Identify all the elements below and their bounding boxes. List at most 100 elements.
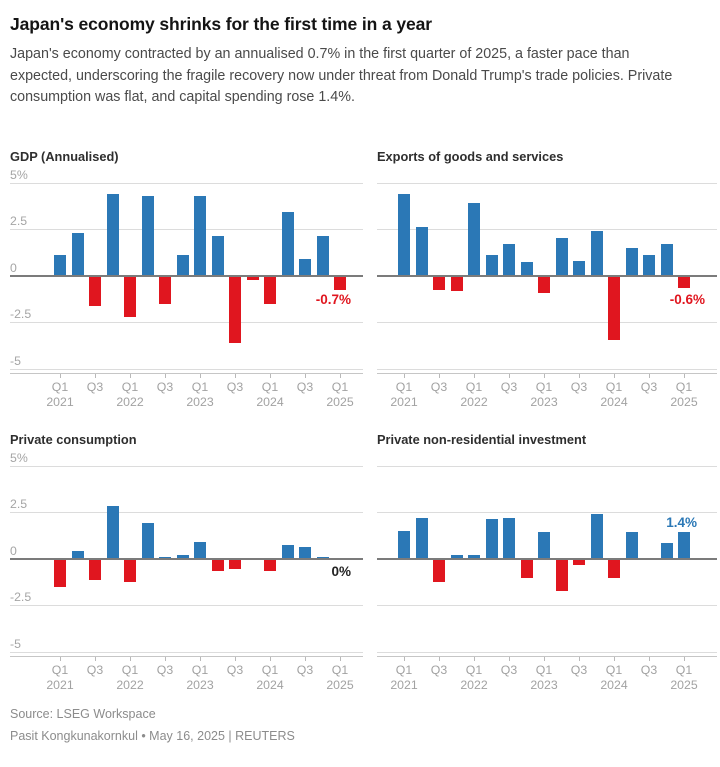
grid-line — [377, 651, 717, 653]
bar — [415, 517, 428, 559]
x-tick-label: Q1 2023 — [530, 662, 558, 693]
bar — [71, 551, 84, 559]
zero-axis-line — [377, 557, 717, 560]
charts-grid: GDP (Annualised) -0.7% 5% 2.5 0 -2.5 -5 Q1 20… — [10, 148, 717, 695]
bar — [316, 236, 329, 276]
x-tick-label: Q1 2024 — [256, 662, 284, 693]
y-tick-label: -5 — [10, 353, 21, 368]
bar — [106, 193, 119, 276]
x-axis-line — [10, 372, 363, 374]
axis-tick — [613, 656, 615, 661]
source-note: Source: LSEG Workspace — [10, 706, 156, 721]
bar — [176, 255, 189, 276]
bar — [54, 255, 66, 276]
x-tick-label: Q1 2023 — [530, 379, 558, 410]
page-title: Japan's economy shrinks for the first ti… — [10, 14, 433, 34]
x-tick-label: Q1 2021 — [390, 662, 418, 693]
grid-line — [10, 651, 363, 653]
bar — [71, 232, 84, 276]
bar — [608, 276, 620, 340]
axis-tick — [59, 373, 61, 378]
grid-line — [10, 512, 363, 513]
grid-line — [377, 512, 717, 513]
bar — [124, 559, 136, 582]
axis-tick — [164, 373, 166, 378]
zero-axis-line — [10, 274, 363, 277]
y-tick-label: 5% — [10, 167, 28, 182]
x-tick-label: Q3 — [570, 379, 588, 394]
chart-title: Exports of goods and services — [377, 148, 564, 164]
axis-tick — [403, 373, 405, 378]
x-tick-label: Q1 2025 — [326, 662, 354, 693]
bar — [678, 532, 690, 559]
bar — [229, 559, 241, 569]
chart-private-consumption: Private consumption 0% 5% 2.5 0 -2.5 -5 Q1 20… — [10, 432, 363, 695]
x-tick-label: Q1 2023 — [186, 662, 214, 693]
x-tick-label: Q1 2024 — [256, 379, 284, 410]
y-tick-label: 2.5 — [10, 497, 28, 511]
bar — [264, 559, 276, 571]
y-tick-label: 5% — [10, 450, 28, 465]
grid-line — [10, 229, 363, 230]
chart-title: Private non-residential investment — [377, 431, 587, 447]
x-tick-label: Q3 — [156, 379, 174, 394]
bar — [415, 227, 428, 276]
grid-line — [377, 229, 717, 230]
axis-tick — [199, 656, 201, 661]
grid-line — [377, 368, 717, 370]
x-tick-label: Q1 2025 — [670, 662, 698, 693]
y-tick-label: -2.5 — [10, 307, 32, 321]
axis-tick — [578, 656, 580, 661]
bar — [660, 542, 673, 559]
bar — [520, 559, 533, 579]
axis-tick — [578, 373, 580, 378]
bar — [660, 243, 673, 276]
x-tick-label: Q1 2022 — [116, 662, 144, 693]
value-annotation: -0.6% — [669, 291, 705, 307]
grid-line — [377, 182, 717, 184]
x-tick-label: Q3 — [500, 662, 518, 677]
bar — [398, 193, 410, 276]
plot-area: -0.6% — [377, 174, 717, 378]
x-axis-labels: Q1 2021 Q3 Q1 2022 Q3 Q1 2023 Q3 Q1 2024 Q3 Q1 2025 — [10, 380, 363, 412]
chart-title: GDP (Annualised) — [10, 148, 119, 164]
bar — [433, 559, 445, 582]
x-tick-label: Q3 — [430, 662, 448, 677]
zero-axis-line — [377, 274, 717, 277]
bar — [608, 559, 620, 579]
grid-line — [10, 368, 363, 370]
x-tick-label: Q3 — [500, 379, 518, 394]
grid-line — [10, 605, 363, 606]
zero-axis-line — [10, 557, 363, 560]
byline: Pasit Kongkunakornkul • May 16, 2025 | R… — [10, 728, 295, 743]
bar — [54, 559, 66, 588]
bar — [538, 532, 550, 559]
bar — [299, 258, 311, 276]
x-tick-label: Q3 — [570, 662, 588, 677]
x-tick-label: Q3 — [226, 662, 244, 677]
x-tick-label: Q1 2022 — [460, 379, 488, 410]
chart-exports: Exports of goods and services -0.6% Q1 20… — [377, 149, 717, 412]
axis-tick — [403, 656, 405, 661]
axis-tick — [683, 656, 685, 661]
grid-line — [10, 322, 363, 323]
bar — [281, 212, 294, 276]
bar — [450, 554, 463, 559]
bar — [159, 276, 171, 305]
axis-tick — [648, 656, 650, 661]
bar — [194, 541, 206, 559]
x-tick-label: Q3 — [86, 379, 104, 394]
bar — [124, 276, 136, 318]
x-axis-line — [377, 372, 717, 374]
x-tick-label: Q1 2023 — [186, 379, 214, 410]
grid-line — [10, 182, 363, 184]
axis-tick — [129, 656, 131, 661]
bar — [468, 554, 480, 559]
bar — [89, 276, 101, 307]
y-tick-label: 0 — [10, 543, 17, 558]
grid-line — [377, 465, 717, 467]
x-tick-label: Q3 — [430, 379, 448, 394]
grid-line — [377, 605, 717, 606]
bar — [211, 559, 224, 571]
bar — [141, 195, 154, 276]
